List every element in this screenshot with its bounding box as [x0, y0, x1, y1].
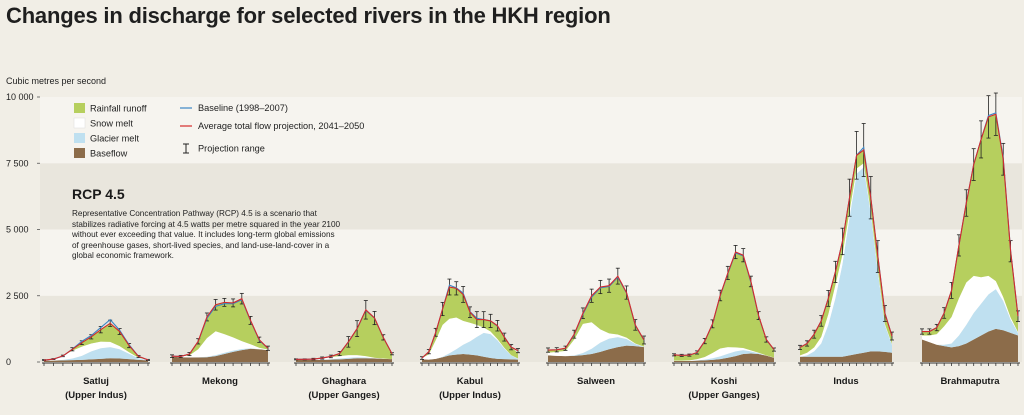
area-baseflow-mekong — [172, 348, 268, 362]
projection-line-satluj — [43, 322, 149, 361]
y-tick-label: 10 000 — [6, 92, 34, 102]
river-label: Koshi — [711, 376, 737, 387]
projection-line-kabul — [421, 286, 519, 359]
river-label: Satluj — [83, 376, 109, 387]
rcp-description-line: Representative Concentration Pathway (RC… — [72, 209, 317, 218]
legend-line-label: Average total flow projection, 2041–2050 — [198, 121, 364, 131]
river-label: Kabul — [457, 376, 483, 387]
legend-swatch — [74, 103, 85, 113]
river-sublabel: (Upper Indus) — [65, 390, 127, 401]
legend-label: Rainfall runoff — [90, 104, 147, 114]
area-rain-koshi — [674, 252, 774, 361]
rcp-description-line: global economic framework. — [72, 251, 174, 261]
projection-line-mekong — [171, 297, 269, 357]
area-glacier-kabul — [422, 332, 518, 360]
area-snow-salween — [548, 322, 644, 357]
area-glacier-ghaghara — [296, 357, 392, 360]
legend-swatch — [73, 117, 86, 129]
area-baseflow-kabul — [422, 354, 518, 362]
area-baseflow-satluj — [44, 358, 148, 362]
area-glacier-koshi — [674, 350, 774, 361]
projection-line-salween — [547, 275, 645, 351]
area-rain-salween — [548, 276, 644, 353]
area-glacier-satluj — [44, 347, 148, 361]
y-tick-label: 2 500 — [6, 291, 29, 301]
river-label: Brahmaputra — [940, 376, 1000, 387]
rcp-description-line: without ever exceeding that value. It in… — [72, 230, 335, 240]
legend-line-label: Baseline (1998–2007) — [198, 103, 288, 113]
axis-margin — [0, 40, 40, 362]
area-snow-kabul — [422, 317, 518, 360]
chart-title: Changes in discharge for selected rivers… — [6, 3, 611, 28]
river-label: Ghaghara — [322, 376, 367, 387]
projection-line-koshi — [673, 251, 775, 356]
legend-label: Baseflow — [90, 149, 128, 159]
legend-swatch — [74, 148, 85, 158]
area-baseflow-brahmaputra — [922, 328, 1018, 362]
projection-line-indus — [799, 149, 893, 348]
area-rain-brahmaputra — [922, 114, 1018, 336]
river-sublabel: (Upper Ganges) — [308, 390, 379, 401]
area-snow-koshi — [674, 347, 774, 361]
river-label: Mekong — [202, 376, 238, 387]
area-glacier-brahmaputra — [922, 289, 1018, 348]
area-snow-brahmaputra — [922, 275, 1018, 345]
grid-band — [40, 97, 1022, 164]
y-tick-label: 0 — [6, 357, 11, 367]
y-tick-label: 7 500 — [6, 158, 29, 168]
area-rain-satluj — [44, 323, 148, 361]
area-snow-satluj — [44, 341, 148, 361]
legend-range-label: Projection range — [198, 144, 265, 154]
y-tick-label: 5 000 — [6, 225, 29, 235]
rcp-description: Representative Concentration Pathway (RC… — [72, 209, 372, 262]
area-rain-mekong — [172, 298, 268, 357]
rcp-description-line: of greenhouse gases, short-lived species… — [72, 240, 330, 250]
projection-line-brahmaputra — [922, 113, 1019, 333]
rcp-title: RCP 4.5 — [72, 186, 125, 202]
legend-label: Glacier melt — [90, 134, 139, 144]
legend-label: Snow melt — [90, 119, 133, 129]
river-sublabel: (Upper Ganges) — [688, 390, 759, 401]
area-baseflow-ghaghara — [296, 358, 392, 362]
area-snow-mekong — [172, 331, 268, 358]
rcp-annotation: RCP 4.5 Representative Concentration Pat… — [72, 186, 372, 262]
river-label: Salween — [577, 376, 615, 387]
y-axis-label: Cubic metres per second — [6, 76, 106, 86]
legend-swatch — [74, 133, 85, 143]
rcp-description-line: stabilizes radiative forcing at 4.5 watt… — [72, 219, 341, 229]
area-rain-kabul — [422, 287, 518, 359]
river-sublabel: (Upper Indus) — [439, 390, 501, 401]
area-glacier-salween — [548, 337, 644, 357]
river-label: Indus — [833, 376, 858, 387]
projection-line-ghaghara — [296, 308, 393, 360]
area-baseflow-salween — [548, 345, 644, 362]
area-baseflow-koshi — [674, 353, 774, 362]
area-rain-ghaghara — [296, 309, 392, 360]
area-glacier-indus — [800, 167, 892, 357]
area-baseflow-indus — [800, 351, 892, 362]
